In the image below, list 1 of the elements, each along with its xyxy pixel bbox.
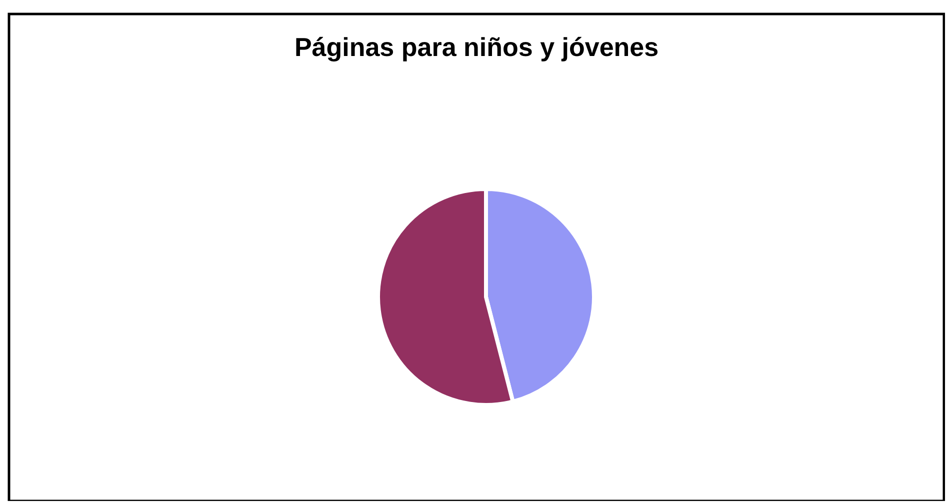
chart-title: Páginas para niños y jóvenes (294, 32, 659, 62)
